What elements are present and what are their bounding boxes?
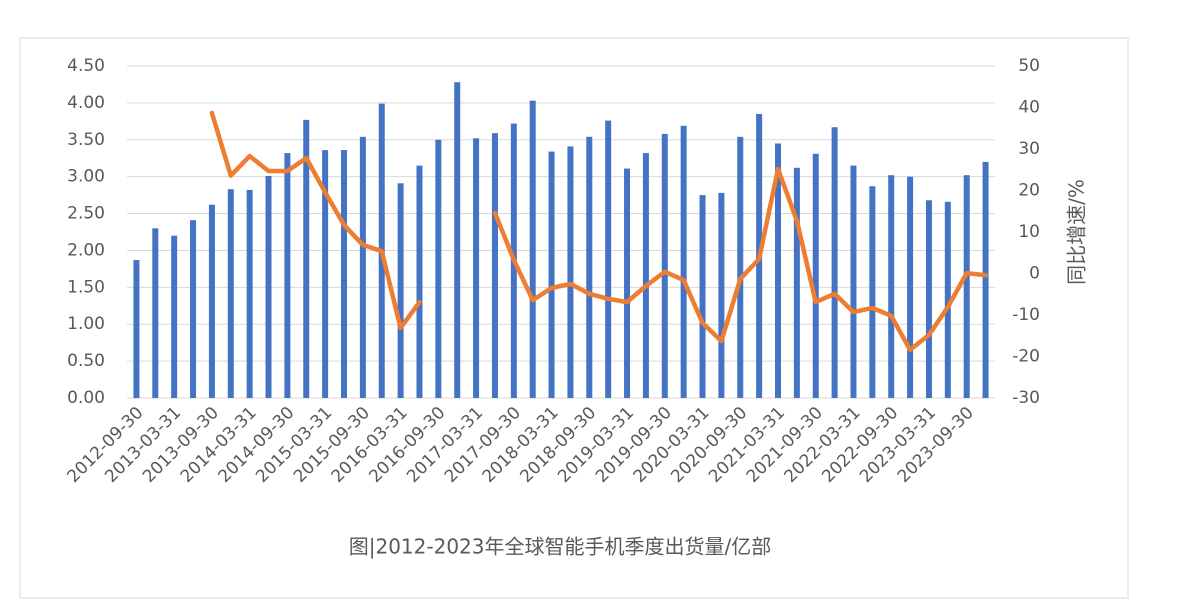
bar: [624, 168, 631, 398]
bar: [491, 133, 498, 399]
bar: [548, 151, 555, 398]
bar: [812, 153, 819, 398]
y2-tick-label: -10: [1012, 305, 1040, 325]
bar: [869, 186, 876, 398]
y2-tick-label: 0: [1029, 264, 1040, 284]
bar: [284, 153, 291, 398]
y2-tick-label: 30: [1018, 139, 1040, 159]
bar: [944, 201, 951, 398]
bar: [190, 220, 197, 398]
y-tick-label: 2.00: [67, 240, 105, 260]
bar: [171, 235, 178, 398]
bar: [907, 176, 914, 398]
y-tick-label: 0.50: [67, 351, 105, 371]
bar: [586, 136, 593, 398]
bar: [133, 260, 140, 398]
bar: [567, 146, 574, 398]
y2-axis-label: 同比增速/%: [1065, 179, 1089, 285]
bar: [718, 192, 725, 398]
bar: [888, 175, 895, 398]
bar: [963, 175, 970, 398]
bar: [661, 133, 668, 398]
y-tick-label: 0.00: [67, 388, 105, 408]
bar: [529, 100, 536, 399]
bar: [227, 189, 234, 398]
bar: [737, 136, 744, 398]
y2-tick-label: -30: [1012, 388, 1040, 408]
y-tick-label: 3.00: [67, 167, 105, 187]
bar: [831, 127, 838, 398]
y2-tick-label: 20: [1018, 181, 1040, 201]
y2-tick-label: 40: [1018, 98, 1040, 118]
y-tick-label: 4.50: [67, 56, 105, 76]
y2-tick-label: 10: [1018, 222, 1040, 242]
bar: [246, 189, 253, 398]
bar: [454, 82, 461, 398]
bar: [699, 195, 706, 398]
bar: [152, 228, 159, 398]
bar: [473, 138, 480, 398]
bar: [322, 150, 329, 398]
bar: [642, 153, 649, 398]
y-tick-label: 2.50: [67, 204, 105, 224]
bar: [341, 150, 347, 398]
bar: [265, 175, 272, 398]
y-tick-label: 1.50: [67, 277, 105, 297]
y-tick-label: 1.00: [67, 314, 105, 334]
y-tick-label: 3.50: [67, 130, 105, 150]
bar: [416, 165, 423, 398]
chart-frame: [19, 37, 1129, 599]
bar: [397, 183, 404, 398]
bar: [359, 136, 366, 398]
bar: [850, 165, 857, 398]
line: [209, 110, 988, 353]
bar: [793, 167, 800, 398]
y2-tick-label: 50: [1018, 56, 1040, 76]
chart-title: 图|2012-2023年全球智能手机季度出货量/亿部: [349, 535, 772, 559]
bar: [303, 119, 310, 398]
bar: [775, 143, 781, 398]
y2-tick-label: -20: [1012, 347, 1040, 367]
bar: [680, 125, 687, 398]
y-tick-label: 4.00: [67, 93, 105, 113]
bar: [208, 204, 215, 398]
bar: [925, 200, 932, 398]
bar: [605, 120, 612, 399]
bar: [982, 161, 989, 398]
bar: [435, 139, 442, 398]
